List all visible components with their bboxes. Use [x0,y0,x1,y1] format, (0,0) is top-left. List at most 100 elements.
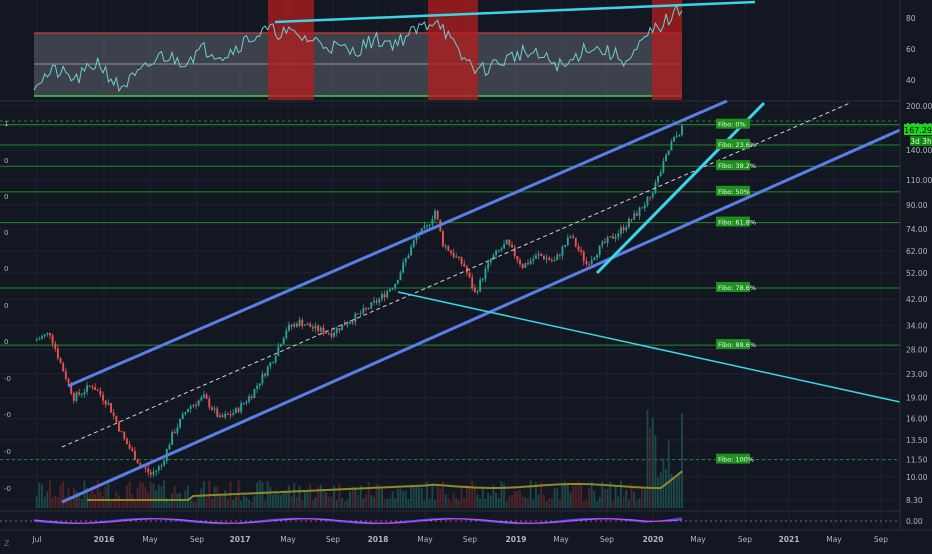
current-price-value: 167.29 [904,126,932,135]
volume-bar [407,499,410,508]
candle [152,471,155,475]
volume-bar [43,496,46,508]
candle [362,308,365,314]
candle [46,332,49,335]
volume-bar [627,500,630,508]
candle [643,205,646,209]
time-tick-label: Sep [874,535,888,544]
candle [529,260,532,264]
volume-bar [261,481,264,508]
volume-bar [481,486,484,508]
candle [436,210,439,220]
candle [465,266,468,273]
candle [94,387,97,390]
candle [410,246,413,256]
candle [678,134,681,136]
macd-axis: 0.00 [906,517,923,526]
volume-bar [62,481,65,508]
candle [651,193,654,198]
time-tick-label: May [553,535,569,544]
candle [399,272,402,281]
price-tick-label: 8.30 [906,496,923,505]
volume-bar [303,492,306,508]
candle [508,239,511,245]
volume-bar [527,498,529,508]
price-tick-label: 62.00 [906,247,928,256]
candle [665,154,667,162]
volume-bar [221,493,224,508]
candle [56,348,59,359]
volume-bar [213,486,216,508]
left-tick-label: 0 [4,193,8,201]
candle [373,300,375,303]
volume-bar [224,490,227,508]
volume-bar [386,498,389,508]
candle [572,236,575,238]
volume-bar [556,488,559,508]
volume-bar [354,487,357,508]
volume-bar [574,482,577,508]
rsi-overbought-zone [652,0,682,100]
candle [580,249,583,252]
rsi-overbought-zone [428,0,478,100]
volume-bar [168,501,171,508]
fibo-label-bg [716,281,750,292]
volume-bar [295,497,298,508]
volume-bar [216,486,219,508]
volume-bar [250,501,253,508]
candle [540,253,543,256]
candle [359,313,362,315]
candle [264,373,266,376]
volume-bar [418,486,421,508]
candle [298,319,301,327]
candle [126,438,128,445]
candle [428,224,431,226]
candle [218,415,221,417]
candle [566,237,569,245]
volume-bar [410,484,413,508]
candle [43,334,46,337]
candle [314,325,317,329]
volume-bar [601,482,604,508]
candle [213,408,216,410]
candle [463,263,466,267]
price-tick-label: 16.00 [906,415,928,424]
candle [457,256,460,258]
fibo-label-bg [716,160,750,171]
candle [489,258,492,263]
trendline-steep [595,101,766,275]
candle [365,308,367,310]
time-tick-label: 2020 [643,535,664,544]
volume-bar [131,494,134,508]
volume-bar [64,496,67,508]
volume-bar [465,485,468,508]
volume-bar [513,491,516,508]
volume-bar [612,501,614,508]
volume-bar [288,485,290,508]
candle [471,277,474,289]
candle [303,325,306,327]
volume-bar [351,486,354,508]
volume-bar [56,496,59,508]
volume-bar [436,484,439,508]
candle [197,400,200,406]
volume-bar [638,498,641,508]
rsi-trendline [274,0,756,24]
volume-bar [298,485,301,508]
volume-bar [248,499,251,508]
rsi-overbought-zone [268,0,314,100]
candle [450,250,452,253]
candle [205,394,208,399]
candle [282,337,285,345]
volume-bar [41,484,43,508]
volume-bar [484,499,487,508]
volume-bar [545,501,548,508]
candle [577,246,580,250]
candle [357,313,359,315]
candle [179,419,181,428]
fibo-label-bg [716,453,750,464]
candle [64,371,67,380]
candle [542,255,545,260]
